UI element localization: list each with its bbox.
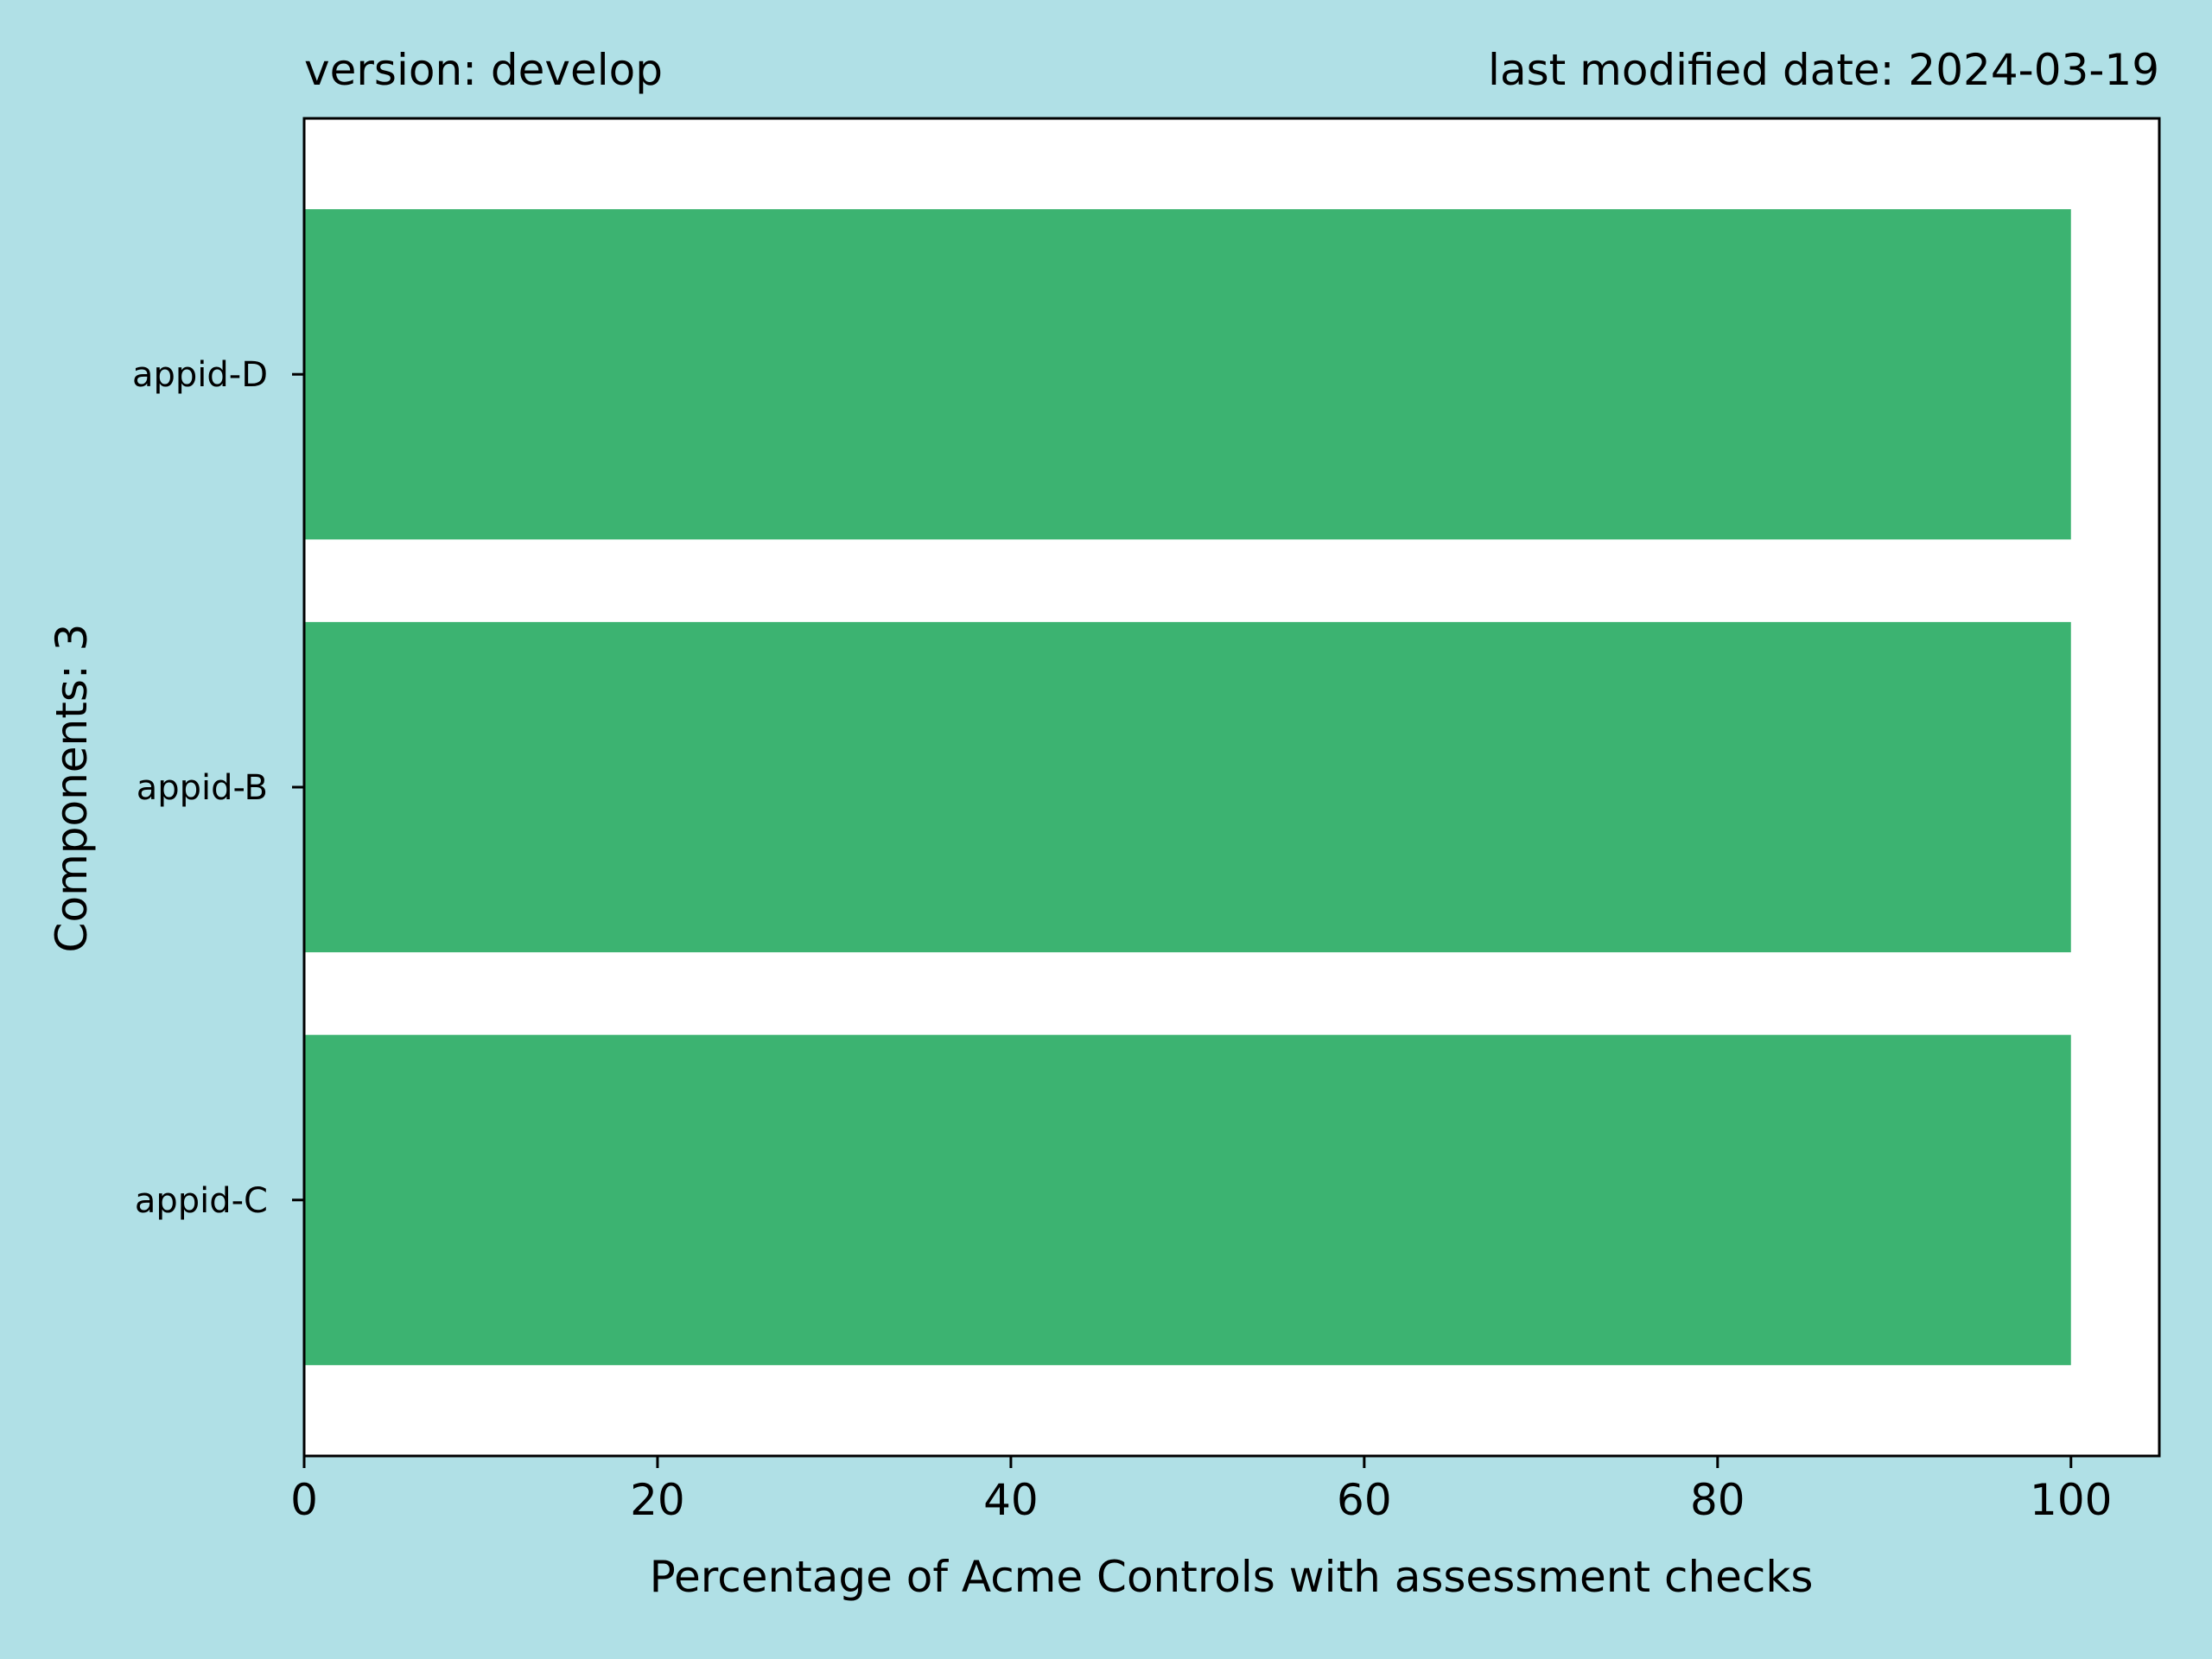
x-tick-label: 60 — [1337, 1475, 1392, 1525]
x-axis-ticks: 0 20 40 60 80 100 — [290, 1456, 2112, 1525]
header-left-text: version: develop — [304, 45, 663, 95]
header-right-text: last modified date: 2024-03-19 — [1488, 45, 2159, 95]
y-axis-ticks: appid-D appid-B appid-C — [132, 355, 304, 1221]
bar-appid-D — [304, 209, 2071, 540]
bar-appid-C — [304, 1034, 2071, 1365]
x-tick-label: 80 — [1690, 1475, 1745, 1525]
x-axis-label: Percentage of Acme Controls with assessm… — [650, 1552, 1814, 1602]
x-tick-label: 100 — [2030, 1475, 2112, 1525]
x-tick-label: 20 — [630, 1475, 685, 1525]
x-tick-label: 0 — [290, 1475, 318, 1525]
x-tick-label: 40 — [983, 1475, 1039, 1525]
y-axis-label: Components: 3 — [47, 624, 97, 953]
y-tick-label: appid-D — [132, 355, 268, 395]
y-tick-label: appid-B — [137, 768, 268, 808]
y-tick-label: appid-C — [135, 1181, 268, 1221]
bars-group — [304, 209, 2071, 1365]
bar-appid-B — [304, 621, 2071, 953]
